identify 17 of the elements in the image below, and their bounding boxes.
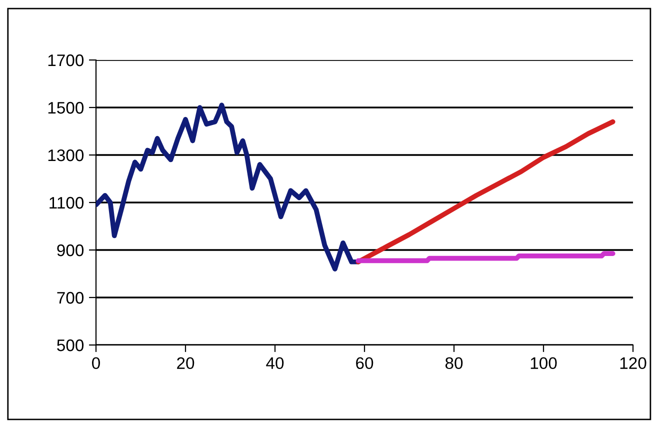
x-tick-label: 100: [530, 357, 557, 370]
line-series: [96, 102, 361, 272]
y-tick-label: 1500: [48, 102, 84, 114]
x-tick-label: 20: [177, 357, 194, 370]
y-tick-label: 500: [57, 339, 84, 352]
x-tick-label: 40: [266, 357, 284, 370]
y-tick-label: 900: [57, 244, 84, 256]
y-tick-label: 1300: [48, 149, 84, 162]
line-series: [356, 251, 616, 264]
x-tick-label: 120: [620, 357, 646, 370]
y-tick-label: 1700: [48, 54, 84, 66]
y-tick-label: 1100: [50, 196, 84, 209]
x-tick-label: 60: [356, 357, 374, 370]
x-tick-label: 80: [445, 357, 463, 370]
line-series: [356, 119, 616, 264]
x-tick-label: 0: [92, 357, 100, 370]
y-tick-label: 700: [57, 292, 84, 304]
